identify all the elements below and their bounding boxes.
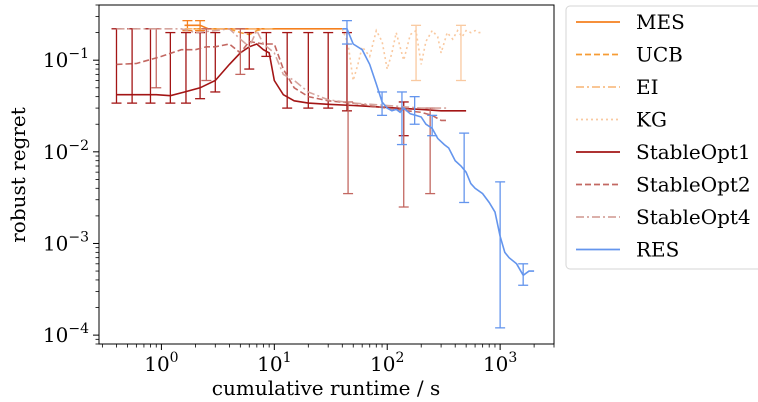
error-bar-stableopt2: [343, 101, 354, 195]
legend-label-ei: EI: [636, 75, 659, 99]
y-axis: 10−4 10−3 10−2 10−1: [43, 4, 99, 347]
error-bar-stableopt1: [145, 28, 156, 104]
x-tick-label: 100: [144, 350, 178, 376]
error-bar-stableopt1: [261, 31, 272, 58]
x-tick-label: 103: [483, 350, 517, 376]
error-bar-stableopt2: [425, 107, 436, 195]
legend-label-res: RES: [636, 238, 679, 262]
x-axis: 100 101 102 103: [101, 344, 555, 376]
error-bar-res: [341, 19, 352, 45]
error-bar-kg: [455, 24, 466, 82]
x-tick-label: 101: [257, 350, 291, 376]
series-line-stableopt1: [116, 43, 467, 112]
error-bar-res: [396, 91, 407, 146]
series-line-stableopt2: [116, 40, 449, 122]
error-bar-stableopt1: [210, 31, 221, 93]
y-tick-label: 10−1: [43, 46, 89, 72]
legend: MES UCB EI KG StableOpt1 StableOpt2 StableOpt4…: [565, 5, 758, 270]
error-bar-stableopt1: [282, 31, 293, 109]
y-tick-label: 10−4: [43, 321, 89, 347]
legend-label-stableopt2: StableOpt2: [636, 173, 751, 197]
error-bar-stableopt1: [111, 28, 122, 104]
error-bar-res: [459, 132, 470, 204]
y-axis-label: robust regret: [6, 107, 30, 243]
error-bar-res: [518, 263, 529, 286]
error-bar-kg: [411, 24, 422, 82]
error-bar-stableopt1: [323, 31, 334, 109]
error-bar-res: [495, 181, 506, 329]
legend-label-mes: MES: [636, 10, 685, 34]
error-bar-stableopt2: [398, 107, 409, 208]
legend-label-ucb: UCB: [636, 43, 683, 67]
y-tick-label: 10−2: [43, 138, 89, 164]
series-line-res: [342, 27, 535, 277]
x-tick-label: 102: [370, 350, 404, 376]
error-bar-stableopt1: [303, 31, 314, 109]
error-bar-stableopt1: [244, 31, 255, 70]
plot-area: [98, 4, 555, 345]
error-bar-res: [409, 95, 420, 125]
error-bar-res: [427, 114, 438, 137]
series-layer: [111, 19, 535, 329]
error-bar-stableopt1: [180, 31, 191, 104]
legend-box: [565, 5, 758, 270]
error-bar-res: [377, 91, 388, 117]
legend-label-kg: KG: [636, 108, 667, 132]
legend-label-stableopt4: StableOpt4: [636, 205, 751, 229]
error-bar-mes: [195, 19, 206, 32]
x-axis-label: cumulative runtime / s: [212, 376, 440, 400]
y-tick-label: 10−3: [43, 229, 89, 255]
error-bar-stableopt2: [235, 28, 246, 76]
error-bar-stableopt1: [127, 28, 138, 104]
error-bar-stableopt1: [165, 31, 176, 104]
error-bar-stableopt2: [201, 28, 212, 82]
legend-label-stableopt1: StableOpt1: [636, 140, 751, 164]
